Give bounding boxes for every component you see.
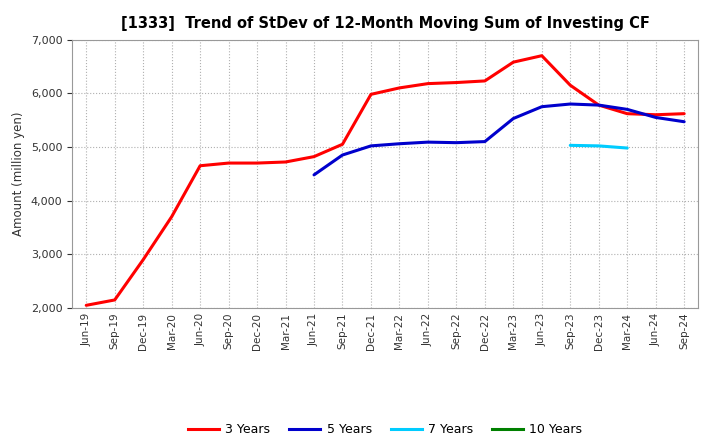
Title: [1333]  Trend of StDev of 12-Month Moving Sum of Investing CF: [1333] Trend of StDev of 12-Month Moving… <box>121 16 649 32</box>
Legend: 3 Years, 5 Years, 7 Years, 10 Years: 3 Years, 5 Years, 7 Years, 10 Years <box>183 418 588 440</box>
Y-axis label: Amount (million yen): Amount (million yen) <box>12 112 25 236</box>
